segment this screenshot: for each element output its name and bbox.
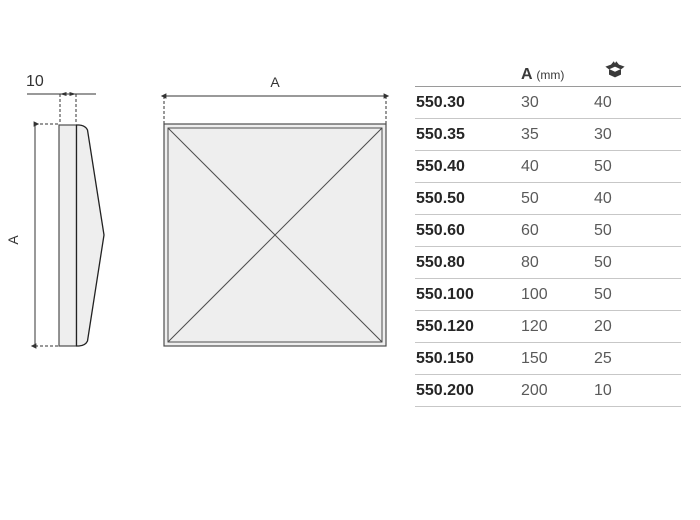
svg-text:A: A (270, 74, 280, 90)
svg-text:A: A (5, 235, 21, 245)
svg-text:10: 10 (26, 73, 44, 90)
